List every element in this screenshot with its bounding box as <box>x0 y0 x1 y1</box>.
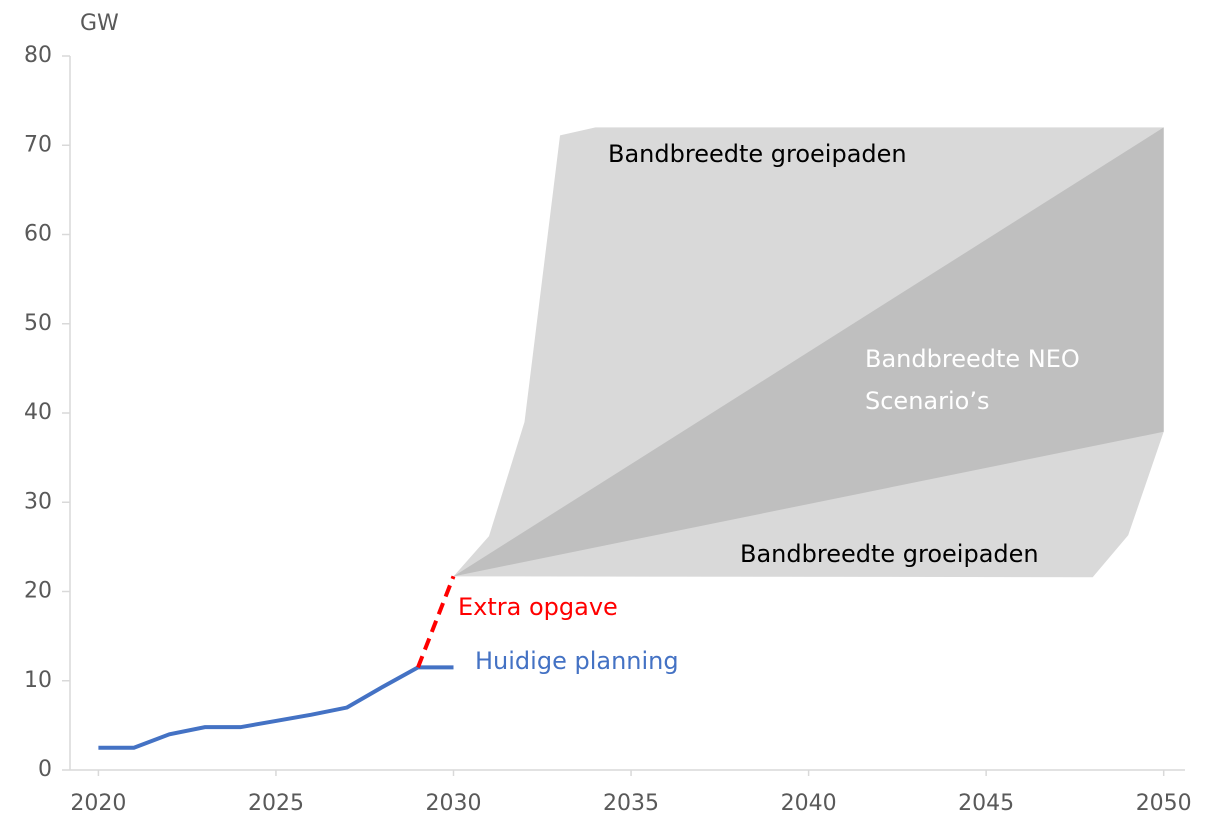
annotation: Scenario’s <box>865 387 989 415</box>
band-area <box>453 127 1164 577</box>
x-tick-label: 2030 <box>426 791 482 816</box>
series-line <box>416 575 456 669</box>
y-tick-label: 20 <box>24 579 52 604</box>
x-tick-label: 2035 <box>603 791 659 816</box>
y-tick-label: 30 <box>24 489 52 514</box>
annotation: Bandbreedte groeipaden <box>608 140 907 168</box>
y-tick-label: 70 <box>24 132 52 157</box>
y-tick-label: 0 <box>38 757 52 782</box>
x-tick-label: 2045 <box>958 791 1014 816</box>
y-tick-label: 60 <box>24 222 52 247</box>
x-tick-label: 2050 <box>1136 791 1192 816</box>
y-tick-label: 50 <box>24 311 52 336</box>
annotation: Bandbreedte groeipaden <box>740 540 1039 568</box>
x-tick-label: 2040 <box>781 791 837 816</box>
series-label: Extra opgave <box>458 593 618 621</box>
series-label: Huidige planning <box>475 647 679 675</box>
y-tick-label: 40 <box>24 400 52 425</box>
annotation: Bandbreedte NEO <box>865 345 1080 373</box>
y-tick-label: 10 <box>24 668 52 693</box>
x-tick-label: 2020 <box>70 791 126 816</box>
y-tick-label: 80 <box>24 43 52 68</box>
x-tick-label: 2025 <box>248 791 304 816</box>
y-axis-label: GW <box>80 11 119 36</box>
series-line <box>98 665 454 750</box>
